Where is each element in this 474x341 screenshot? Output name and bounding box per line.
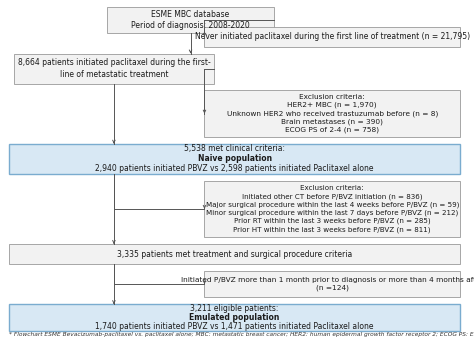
FancyBboxPatch shape	[204, 180, 460, 237]
Text: Exclusion criteria:
HER2+ MBC (n = 1,970)
Unknown HER2 who received trastuzumab : Exclusion criteria: HER2+ MBC (n = 1,970…	[227, 94, 438, 133]
FancyBboxPatch shape	[9, 304, 460, 331]
FancyBboxPatch shape	[9, 144, 460, 174]
Text: Exclusion criteria:
Initiated other CT before P/BVZ initiation (n = 836)
Major s: Exclusion criteria: Initiated other CT b…	[206, 185, 459, 233]
Text: 8,664 patients initiated paclitaxel during the first-
line of metastatic treatme: 8,664 patients initiated paclitaxel duri…	[18, 58, 210, 79]
FancyBboxPatch shape	[204, 27, 460, 47]
Text: 1,740 patients initiated PBVZ vs 1,471 patients initiated Paclitaxel alone: 1,740 patients initiated PBVZ vs 1,471 p…	[95, 322, 374, 331]
Text: 3,335 patients met treatment and surgical procedure criteria: 3,335 patients met treatment and surgica…	[117, 250, 352, 258]
Text: Initiated P/BVZ more than 1 month prior to diagnosis or more than 4 months after: Initiated P/BVZ more than 1 month prior …	[181, 277, 474, 291]
Text: ESME MBC database
Period of diagnosis: 2008-2020: ESME MBC database Period of diagnosis: 2…	[131, 10, 250, 30]
Text: Naive population: Naive population	[198, 154, 272, 163]
FancyBboxPatch shape	[9, 244, 460, 264]
Text: 5,538 met clinical criteria:: 5,538 met clinical criteria:	[184, 144, 285, 153]
Text: 2,940 patients initiated PBVZ vs 2,598 patients initiated Paclitaxel alone: 2,940 patients initiated PBVZ vs 2,598 p…	[95, 164, 374, 173]
Text: 3,211 eligible patients:: 3,211 eligible patients:	[191, 304, 279, 313]
FancyBboxPatch shape	[14, 54, 214, 84]
Text: Never initiated paclitaxel during the first line of treatment (n = 21,795): Never initiated paclitaxel during the fi…	[195, 32, 470, 41]
FancyBboxPatch shape	[107, 7, 274, 33]
Text: * Flowchart ESME Bevacizumab-paclitaxel vs. paclitaxel alone; MBC: metastatic br: * Flowchart ESME Bevacizumab-paclitaxel …	[9, 331, 474, 337]
Text: Emulated population: Emulated population	[190, 313, 280, 322]
FancyBboxPatch shape	[204, 90, 460, 137]
FancyBboxPatch shape	[204, 271, 460, 297]
